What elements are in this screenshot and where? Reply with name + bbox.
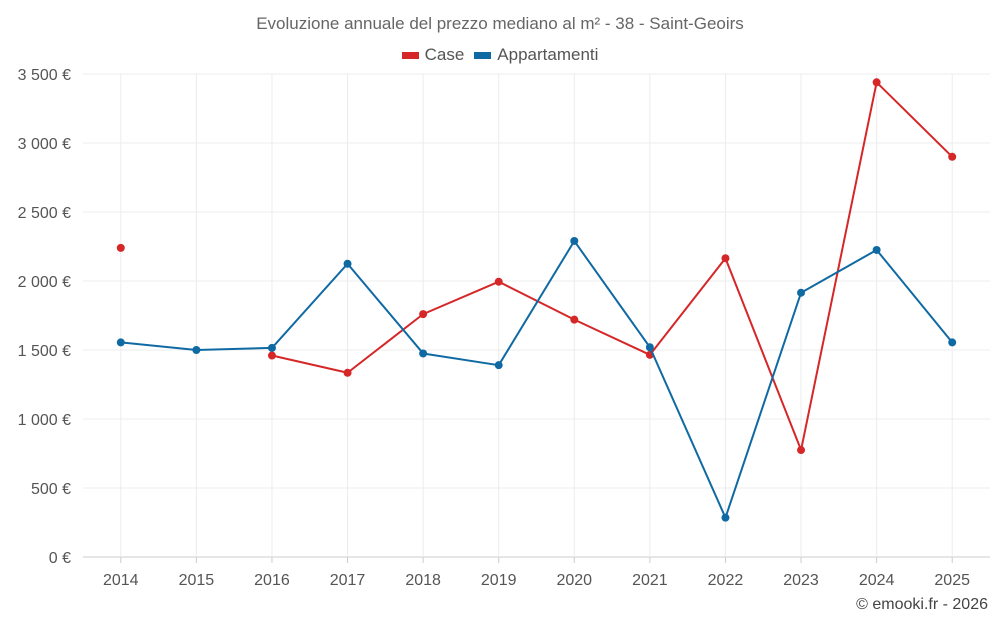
series-line-case <box>271 81 953 452</box>
y-tick-label: 3 500 € <box>18 67 71 84</box>
data-point-appartamenti[interactable]: Appartamenti 2016: 1515 <box>267 343 276 352</box>
x-tick-label: 2025 <box>934 572 970 589</box>
y-tick-label: 1 000 € <box>18 412 71 429</box>
data-point-appartamenti[interactable]: Appartamenti 2022: 285 <box>721 513 730 522</box>
data-point-appartamenti[interactable]: Appartamenti 2024: 2225 <box>872 245 881 254</box>
data-point-appartamenti[interactable]: Appartamenti 2014: 1555 <box>116 338 125 347</box>
y-tick-label: 500 € <box>31 481 71 498</box>
data-point-appartamenti[interactable]: Appartamenti 2025: 1555 <box>948 338 957 347</box>
y-tick-label: 1 500 € <box>18 343 71 360</box>
x-tick-label: 2022 <box>708 572 744 589</box>
x-tick-label: 2017 <box>330 572 366 589</box>
data-point-appartamenti[interactable]: Appartamenti 2017: 2125 <box>343 259 352 268</box>
data-point-case[interactable]: Case 2017: 1335 <box>343 368 352 377</box>
y-tick-label: 2 000 € <box>18 274 71 291</box>
data-point-case[interactable]: Case 2014: 2240 <box>116 243 125 252</box>
x-tick-label: 2020 <box>556 572 592 589</box>
legend-label-appartamenti: Appartamenti <box>497 45 599 64</box>
data-point-case[interactable]: Case 2016: 1460 <box>267 351 276 360</box>
data-point-case[interactable]: Case 2023: 775 <box>797 446 806 455</box>
x-tick-label: 2015 <box>179 572 215 589</box>
data-point-appartamenti[interactable]: Appartamenti 2018: 1475 <box>419 349 428 358</box>
x-tick-label: 2023 <box>783 572 819 589</box>
x-tick-label: 2018 <box>405 572 441 589</box>
x-tick-label: 2021 <box>632 572 668 589</box>
data-point-case[interactable]: Case 2025: 2900 <box>948 152 957 161</box>
series-line-appartamenti <box>120 239 953 519</box>
y-tick-label: 0 € <box>49 550 71 567</box>
x-tick-label: 2016 <box>254 572 290 589</box>
legend-swatch-appartamenti <box>474 51 492 59</box>
y-tick-label: 3 000 € <box>18 136 71 153</box>
legend-item-appartamenti[interactable]: Appartamenti <box>474 45 598 65</box>
legend-swatch-case <box>401 51 419 59</box>
x-tick-label: 2019 <box>481 572 517 589</box>
chart-title: Evoluzione annuale del prezzo mediano al… <box>256 14 744 33</box>
legend: Case Appartamenti <box>0 45 1000 65</box>
data-point-appartamenti[interactable]: Appartamenti 2023: 1915 <box>797 288 806 297</box>
legend-item-case[interactable]: Case <box>401 45 465 65</box>
data-point-appartamenti[interactable]: Appartamenti 2019: 1390 <box>494 361 503 370</box>
y-tick-label: 2 500 € <box>18 205 71 222</box>
data-point-case[interactable]: Case 2019: 1995 <box>494 277 503 286</box>
x-tick-label: 2014 <box>103 572 139 589</box>
data-point-appartamenti[interactable]: Appartamenti 2020: 2290 <box>570 236 579 245</box>
data-point-case[interactable]: Case 2024: 3440 <box>872 78 881 87</box>
copyright-notice: © emooki.fr - 2026 <box>856 596 988 613</box>
data-point-case[interactable]: Case 2022: 2165 <box>721 254 730 263</box>
legend-label-case: Case <box>424 45 465 64</box>
data-point-case[interactable]: Case 2018: 1760 <box>419 310 428 319</box>
x-tick-label: 2024 <box>859 572 895 589</box>
